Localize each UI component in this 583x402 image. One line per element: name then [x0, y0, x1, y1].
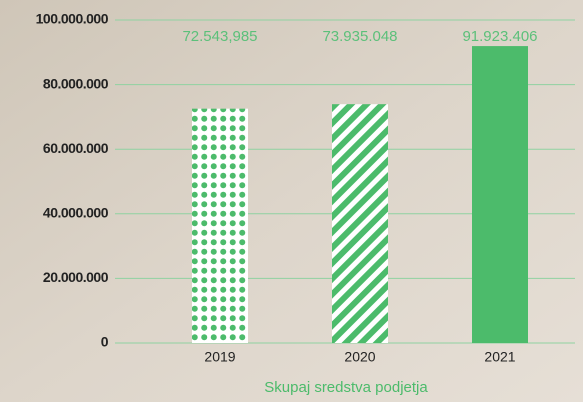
bar: [192, 108, 248, 344]
x-tick-label: 2019: [204, 349, 235, 365]
y-tick-label: 20.000.000: [43, 269, 109, 285]
bar: [472, 46, 528, 343]
y-tick-label: 40.000.000: [43, 205, 109, 221]
x-axis-label: Skupaj sredstva podjetja: [264, 379, 428, 396]
bar: [332, 104, 388, 344]
y-tick-label: 0: [101, 334, 109, 350]
y-tick-label: 60.000.000: [43, 140, 109, 156]
value-label: 72.543,985: [182, 28, 257, 45]
y-tick-label: 100.000.000: [36, 11, 109, 27]
value-label: 91.923.406: [462, 28, 537, 45]
value-label: 73.935.048: [322, 28, 397, 45]
y-tick-label: 80.000.000: [43, 75, 109, 91]
x-tick-label: 2021: [484, 349, 515, 365]
x-tick-label: 2020: [344, 349, 375, 365]
